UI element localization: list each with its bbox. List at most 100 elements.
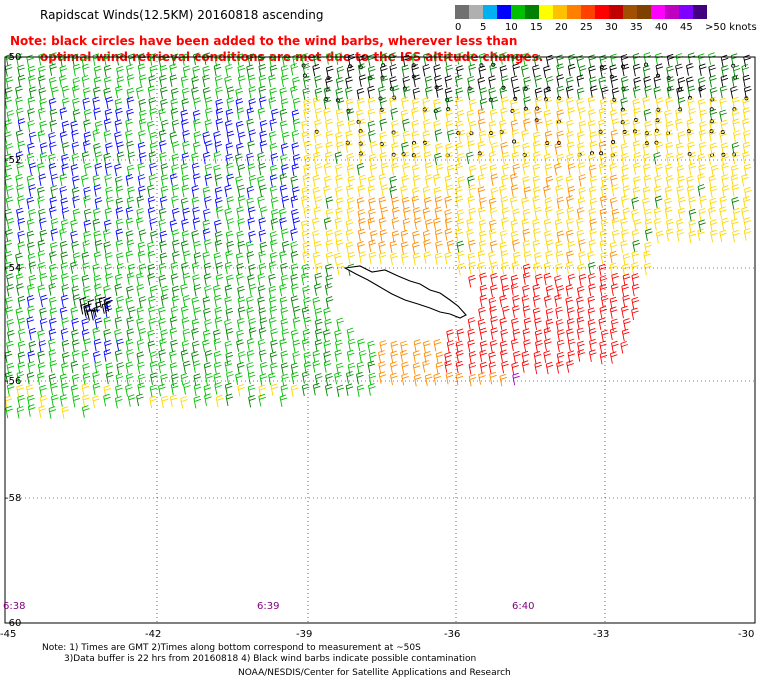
wind-barb [577,349,585,362]
wind-barb [567,63,576,77]
wind-barb [279,250,287,264]
wind-barb [423,251,432,264]
wind-barb [479,87,488,100]
wind-barb [346,327,355,341]
wind-barb [204,96,213,110]
wind-barb [71,274,79,288]
wind-barb [214,173,223,187]
wind-barb [125,338,134,352]
wind-barb [48,97,57,111]
wind-barb [368,197,376,210]
island-outline [343,265,467,319]
wind-barb [576,87,585,100]
wind-barb [488,251,496,264]
wind-barb [103,393,111,407]
wind-barb [523,186,532,199]
wind-barb [193,131,202,144]
wind-barb [743,85,752,99]
wind-barb [710,164,719,178]
map-title: Rapidscat Winds(12.5KM) 20160818 ascendi… [40,8,324,22]
colorbar-label: 10 [505,22,518,33]
wind-barb [411,130,420,144]
wind-barb [236,206,244,219]
wind-barb [236,361,245,375]
wind-barb [545,239,554,252]
wind-barb [620,142,629,156]
wind-barb [5,53,14,67]
wind-barb [545,361,554,375]
wind-barb [202,186,211,199]
wind-barb [247,53,256,66]
wind-barb [741,206,749,220]
wind-barb [37,284,46,297]
wind-barb [302,63,311,76]
wind-barb [434,74,442,88]
wind-barb [180,75,189,89]
wind-barb [532,195,540,209]
wind-barb [59,74,67,88]
wind-barb [50,173,59,187]
wind-barb [455,142,464,155]
wind-barb [577,151,586,164]
wind-barb [236,273,244,286]
wind-barb [114,176,123,189]
latitude-label: -54 [5,263,22,274]
wind-barb [642,96,650,109]
wind-barb [149,53,157,66]
wind-barb [743,217,751,230]
wind-barb [70,219,78,232]
wind-barb [116,263,125,276]
wind-barb [59,107,68,120]
wind-barb [325,52,334,65]
wind-barb [70,163,79,177]
wind-barb [510,98,518,112]
colorbar-label: >50 knots [705,22,757,33]
wind-barb [599,340,607,354]
wind-barb [215,261,224,275]
wind-barb [402,86,411,99]
wind-barb [599,305,608,319]
wind-barb [522,240,531,253]
wind-barb [258,74,267,88]
wind-barb [93,107,101,120]
wind-barb [534,118,543,132]
wind-barb [213,372,222,386]
wind-barb [675,118,683,131]
wind-barb [621,195,629,208]
wind-barb [302,87,311,101]
wind-barb [512,208,520,221]
wind-barb [510,184,519,197]
wind-barb [280,350,289,363]
wind-barb [654,185,662,199]
colorbar-label: 35 [630,22,643,33]
wind-barb [731,184,740,197]
wind-barb [369,153,377,166]
wind-barb [412,87,421,101]
wind-barb [214,316,223,330]
wind-barb [224,75,232,89]
wind-barb [7,329,15,343]
wind-barb [114,131,122,144]
wind-barb [160,395,169,409]
wind-barb [49,307,58,320]
wind-barb [644,85,652,98]
wind-barb [302,250,310,264]
wind-barb [39,217,47,231]
wind-barb [49,63,57,76]
colorbar-swatch [637,5,651,19]
wind-barb [204,349,213,363]
wind-barb [345,229,354,242]
wind-barb [434,129,443,142]
wind-barb [312,96,321,109]
wind-barb [268,131,277,144]
wind-barb [633,129,642,143]
wind-barb [455,186,463,199]
wind-barb [367,340,375,354]
wind-barb [510,219,519,232]
wind-barb [390,361,398,374]
wind-barb [4,96,13,110]
wind-barb [686,118,695,132]
colorbar-swatch [581,5,595,19]
wind-barb [423,196,432,210]
wind-barb [609,250,618,264]
